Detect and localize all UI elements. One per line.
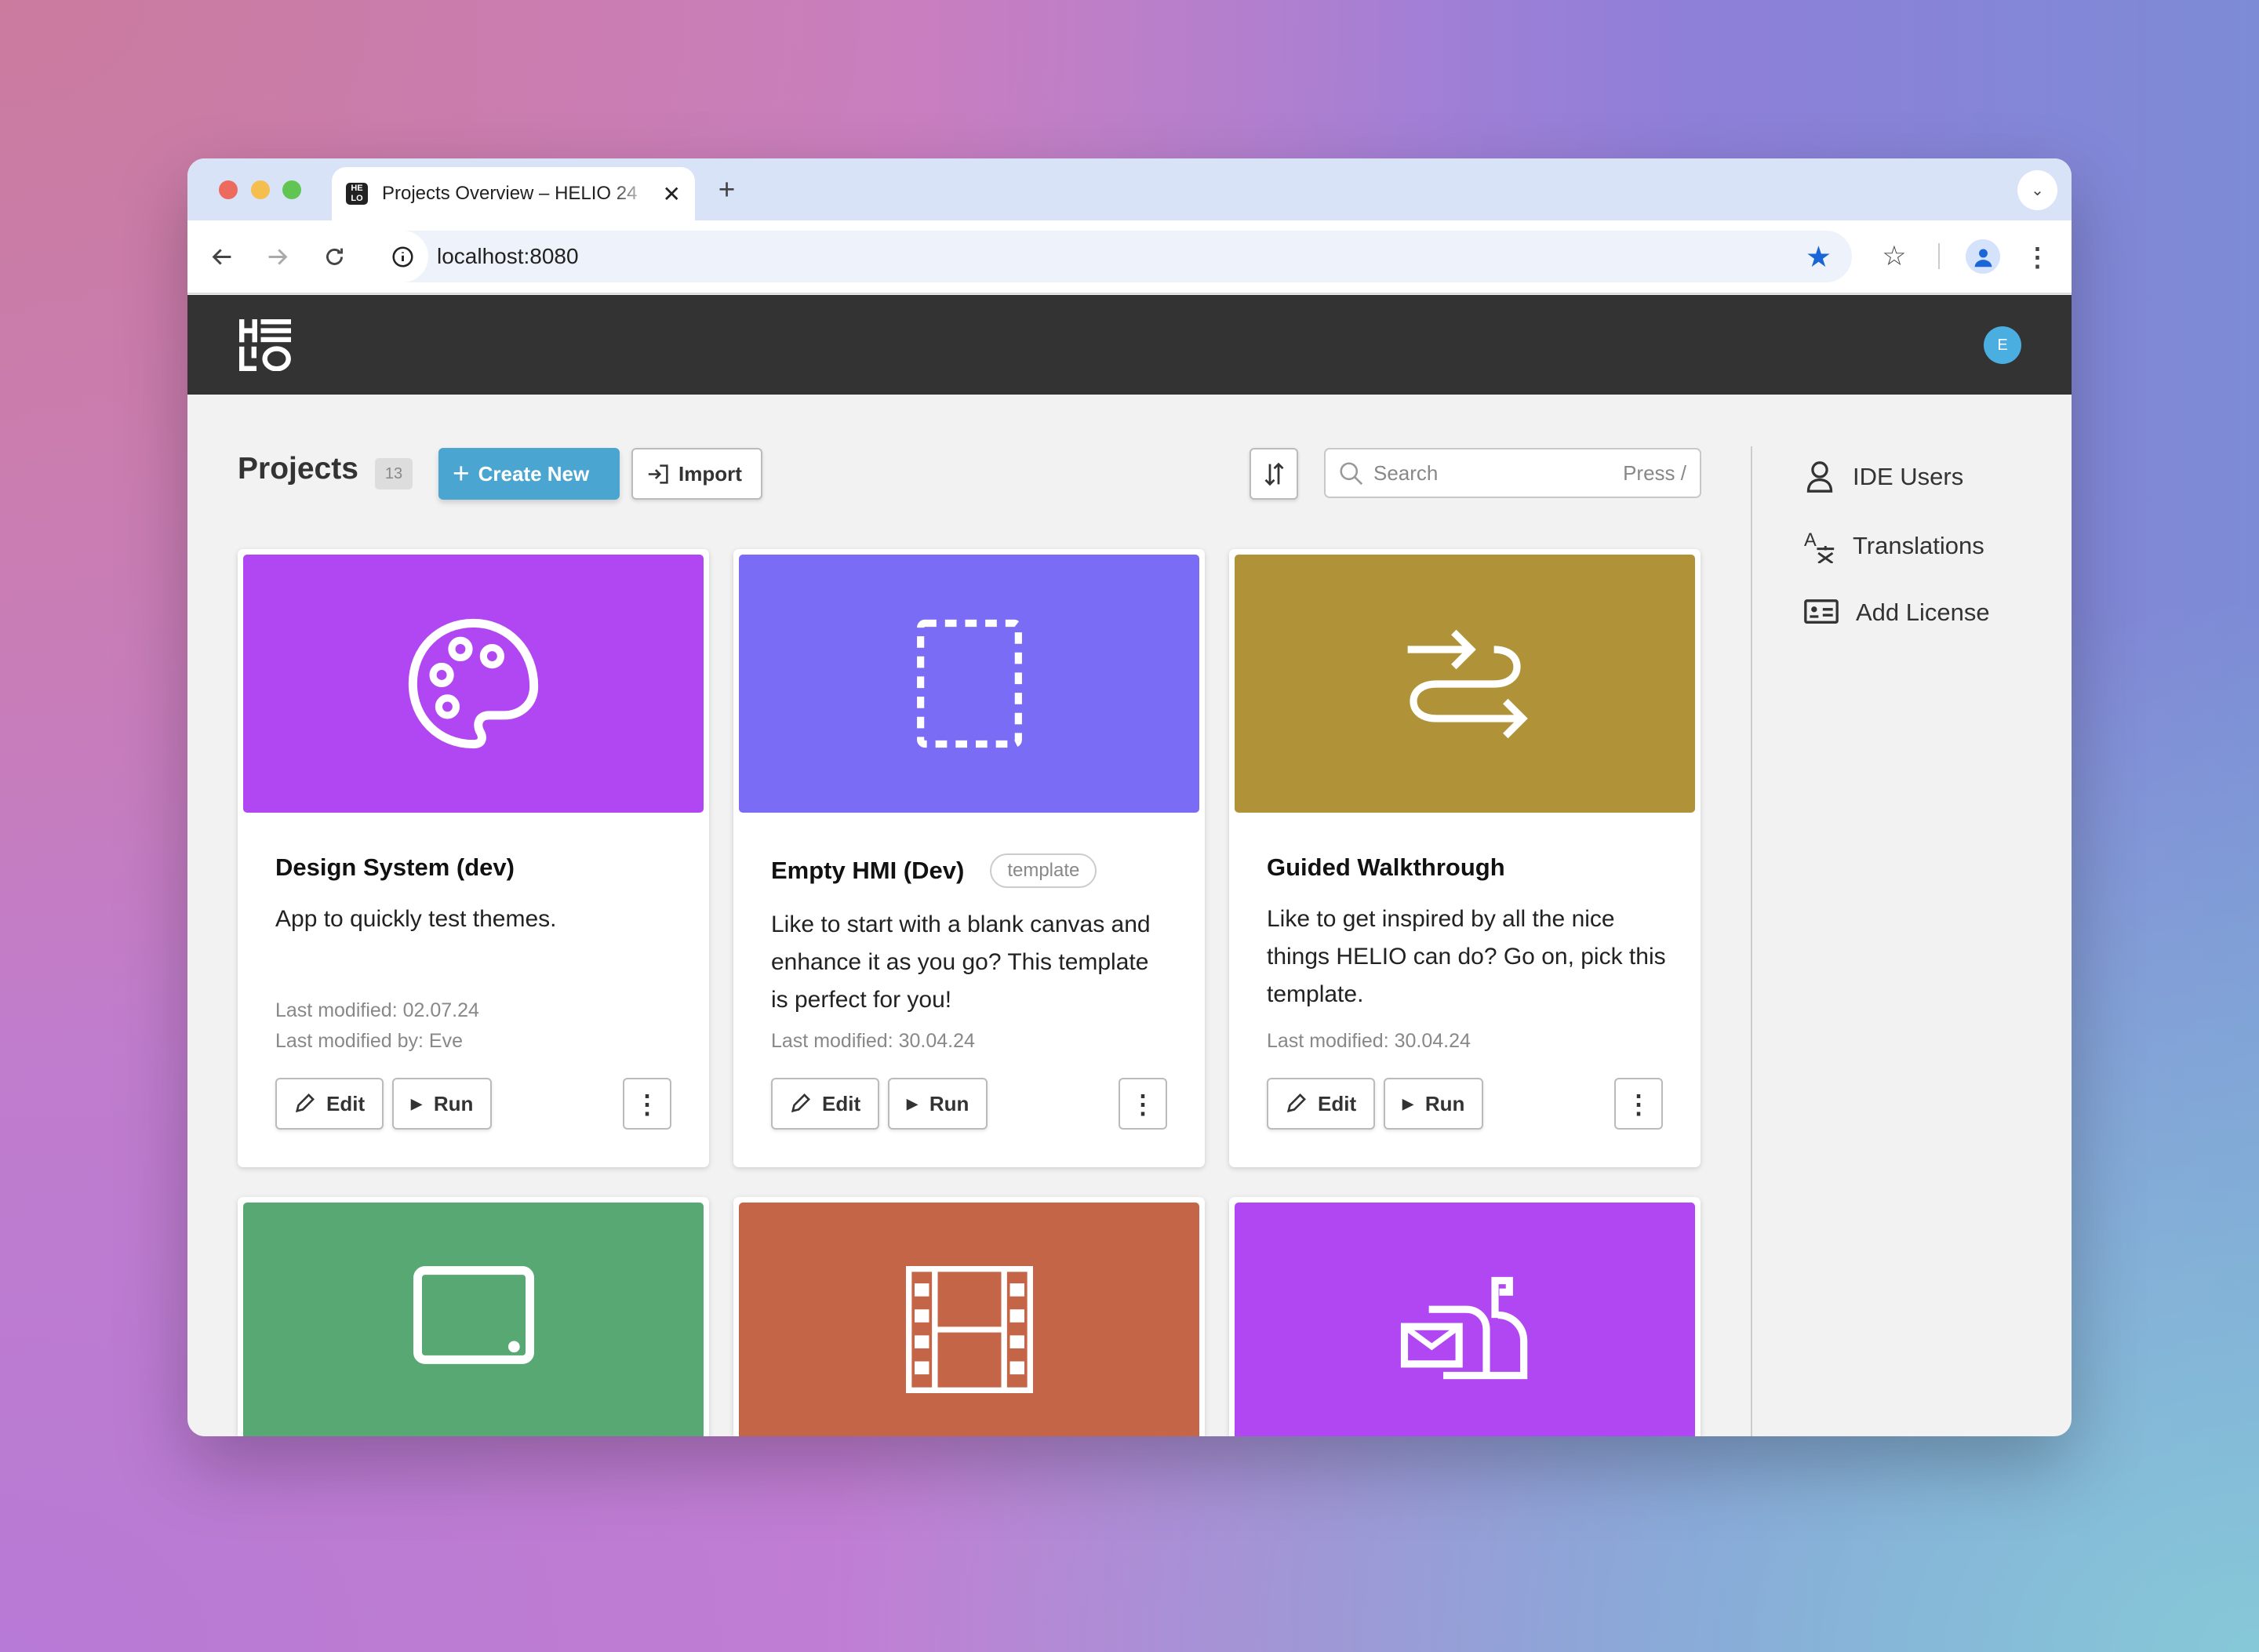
card-title: Guided Walkthrough xyxy=(1267,853,1505,881)
card-title: Empty HMI (Dev) template xyxy=(771,853,1097,888)
tab-bar: HE LO Projects Overview – HELIO 24 ✕ + ⌄ xyxy=(187,158,2072,220)
play-icon: ▶ xyxy=(1402,1095,1413,1112)
sidebar-divider xyxy=(1751,446,1752,1436)
helio-favicon-icon: HE LO xyxy=(346,183,368,205)
user-avatar[interactable]: E xyxy=(1984,326,2021,364)
card-title: Design System (dev) xyxy=(275,853,515,881)
plus-icon: + xyxy=(453,457,470,489)
project-card[interactable] xyxy=(238,1197,709,1436)
kebab-menu-icon: ⋮ xyxy=(634,1089,660,1119)
project-card[interactable]: Guided Walkthrough Like to get inspired … xyxy=(1229,549,1701,1167)
browser-tab[interactable]: HE LO Projects Overview – HELIO 24 ✕ xyxy=(332,167,695,220)
maximize-window-button[interactable] xyxy=(282,180,301,199)
forward-icon[interactable] xyxy=(261,241,293,272)
tab-search-chevron-icon[interactable]: ⌄ xyxy=(2017,170,2057,210)
page-title: Projects xyxy=(238,452,358,486)
main-content: Projects 13 + Create New Import Search Pr… xyxy=(187,395,2072,1436)
toolbar-divider xyxy=(1938,243,1940,269)
kebab-menu-icon: ⋮ xyxy=(1130,1089,1156,1119)
user-icon xyxy=(1806,461,1833,493)
browser-window: HE LO Projects Overview – HELIO 24 ✕ + ⌄ … xyxy=(187,158,2072,1436)
pencil-icon xyxy=(1286,1093,1306,1113)
card-description: Like to get inspired by all the nice thi… xyxy=(1267,906,1666,1007)
create-new-button[interactable]: + Create New xyxy=(438,448,620,500)
search-input[interactable]: Search Press / xyxy=(1324,448,1701,498)
card-thumbnail xyxy=(1235,555,1695,813)
play-icon: ▶ xyxy=(411,1095,422,1112)
card-thumbnail xyxy=(739,555,1199,813)
search-icon xyxy=(1340,461,1363,485)
search-shortcut-hint: Press / xyxy=(1623,460,1686,485)
sort-arrows-icon xyxy=(1264,462,1283,486)
card-description: App to quickly test themes. xyxy=(275,906,557,932)
bookmarks-icon[interactable]: ☆ xyxy=(1882,241,1907,271)
run-button[interactable]: ▶ Run xyxy=(1384,1078,1484,1130)
last-modified: Last modified: 30.04.24 xyxy=(1267,1030,1471,1052)
browser-toolbar: localhost:8080 ★ ☆ ⋮ xyxy=(187,220,2072,294)
id-card-icon xyxy=(1804,599,1839,624)
film-icon xyxy=(905,1266,1033,1393)
minimize-window-button[interactable] xyxy=(251,180,270,199)
new-tab-icon[interactable]: + xyxy=(718,173,736,206)
card-thumbnail xyxy=(739,1203,1199,1436)
project-card[interactable]: Empty HMI (Dev) template Like to start wi… xyxy=(733,549,1205,1167)
more-options-button[interactable]: ⋮ xyxy=(623,1078,671,1130)
sidebar-item-add-license[interactable]: Add License xyxy=(1804,598,1990,627)
kebab-menu-icon: ⋮ xyxy=(1625,1089,1652,1119)
site-info-icon[interactable] xyxy=(376,231,428,282)
tablet-icon xyxy=(413,1266,534,1364)
run-button[interactable]: ▶ Run xyxy=(392,1078,493,1130)
play-icon: ▶ xyxy=(907,1095,918,1112)
more-options-button[interactable]: ⋮ xyxy=(1119,1078,1167,1130)
close-window-button[interactable] xyxy=(219,180,238,199)
last-modified: Last modified: 30.04.24 xyxy=(771,1030,975,1052)
project-card[interactable] xyxy=(1229,1197,1701,1436)
sidebar-item-translations[interactable]: A Translations xyxy=(1804,529,1984,563)
translate-icon: A xyxy=(1804,530,1835,563)
palette-icon xyxy=(408,618,539,749)
browser-menu-icon[interactable]: ⋮ xyxy=(2024,242,2050,271)
more-options-button[interactable]: ⋮ xyxy=(1614,1078,1663,1130)
edit-button[interactable]: Edit xyxy=(1267,1078,1376,1130)
card-thumbnail xyxy=(1235,1203,1695,1436)
card-thumbnail xyxy=(243,555,704,813)
sort-button[interactable] xyxy=(1250,448,1298,500)
edit-button[interactable]: Edit xyxy=(771,1078,880,1130)
back-icon[interactable] xyxy=(206,241,238,272)
pencil-icon xyxy=(791,1093,810,1113)
import-button[interactable]: Import xyxy=(631,448,762,500)
last-modified-by: Last modified by: Eve xyxy=(275,1030,464,1052)
route-arrows-icon xyxy=(1407,629,1528,738)
bookmark-star-icon[interactable]: ★ xyxy=(1805,240,1832,273)
project-card[interactable] xyxy=(733,1197,1205,1436)
pencil-icon xyxy=(295,1093,315,1113)
edit-button[interactable]: Edit xyxy=(275,1078,384,1130)
import-icon xyxy=(648,464,668,484)
mailbox-icon xyxy=(1400,1276,1528,1380)
app-header: E xyxy=(187,295,2072,395)
template-badge: template xyxy=(990,853,1097,888)
sidebar-item-ide-users[interactable]: IDE Users xyxy=(1804,460,1963,494)
profile-icon[interactable] xyxy=(1966,239,2000,274)
run-button[interactable]: ▶ Run xyxy=(888,1078,988,1130)
project-card[interactable]: Design System (dev) App to quickly test … xyxy=(238,549,709,1167)
last-modified: Last modified: 02.07.24 xyxy=(275,999,479,1021)
address-bar[interactable]: localhost:8080 ★ xyxy=(376,231,1852,282)
dashed-rectangle-icon xyxy=(916,619,1022,748)
helio-logo[interactable] xyxy=(239,319,291,371)
reload-icon[interactable] xyxy=(318,241,350,272)
card-description: Like to start with a blank canvas and en… xyxy=(771,912,1151,1013)
svg-text:A: A xyxy=(1804,530,1817,551)
project-count-badge: 13 xyxy=(375,458,413,489)
close-tab-icon[interactable]: ✕ xyxy=(662,181,681,206)
card-thumbnail xyxy=(243,1203,704,1436)
